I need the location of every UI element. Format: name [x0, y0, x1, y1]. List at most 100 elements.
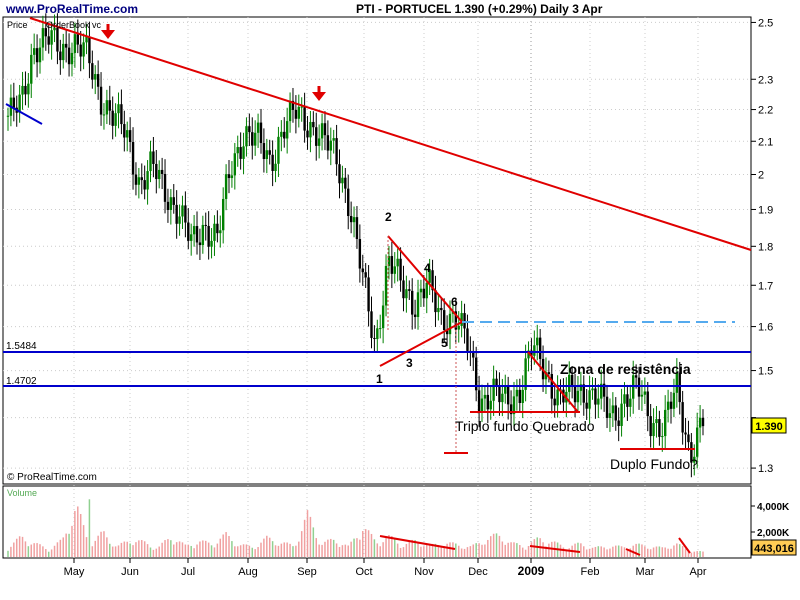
candle-body [634, 375, 638, 378]
candle-body [155, 163, 158, 180]
candle-body [160, 169, 164, 174]
candle-body [216, 223, 219, 234]
candle-body [370, 311, 373, 338]
volume-bars [7, 499, 704, 557]
candle-body [190, 234, 193, 241]
candle-body [538, 337, 542, 359]
candle-body [312, 121, 315, 128]
candle-body [623, 394, 626, 404]
candle-body [309, 121, 312, 138]
candle-body [27, 83, 30, 95]
candle-body [91, 63, 94, 80]
candle-body [602, 383, 606, 397]
candle-body [597, 398, 600, 405]
candle-body [111, 110, 114, 126]
y-tick-label: 2.3 [758, 74, 773, 86]
candle-body [629, 398, 632, 407]
candle-body [463, 313, 466, 329]
candle-body [192, 226, 196, 235]
candle-body [79, 44, 82, 57]
candle-body [184, 205, 187, 223]
last-volume-value: 443,016 [754, 543, 794, 555]
candle-body [600, 383, 603, 399]
candle-body [390, 256, 394, 274]
candle-body [640, 394, 644, 397]
candle-body [207, 225, 210, 247]
candle-body [431, 270, 434, 291]
candle-body [344, 177, 347, 189]
candle-body [24, 85, 27, 95]
candle-body [387, 256, 391, 266]
candle-body [477, 390, 481, 413]
candle-body [588, 390, 591, 409]
site-title[interactable]: www.ProRealTime.com [6, 2, 139, 16]
candle-body [227, 174, 231, 179]
candle-body [672, 392, 676, 409]
candle-body [158, 169, 161, 180]
last-price-value: 1.390 [755, 421, 783, 433]
candle-body [123, 124, 126, 138]
candle-body [213, 223, 216, 241]
candle-body [536, 337, 539, 346]
x-tick-label: Oct [355, 566, 372, 578]
candle-body [99, 86, 103, 115]
candle-body [253, 132, 257, 146]
candle-body [695, 427, 699, 457]
candle-body [285, 121, 289, 139]
candle-body [236, 147, 239, 154]
candle-body [425, 282, 428, 299]
candle-body [64, 43, 68, 48]
candle-body [413, 314, 417, 318]
candle-body [166, 201, 170, 210]
candle-body [152, 151, 155, 164]
candle-body [440, 307, 443, 311]
pattern-point-label: 5 [441, 336, 448, 350]
candle-body [143, 180, 146, 190]
candle-body [210, 240, 213, 247]
candle-body [472, 351, 475, 358]
candle-body [230, 175, 234, 179]
candle-body [457, 325, 460, 330]
candle-body [402, 280, 405, 299]
candle-body [486, 394, 490, 410]
candle-body [137, 177, 141, 185]
candle-body [533, 345, 536, 356]
candle-body [675, 372, 679, 393]
candle-body [35, 48, 39, 63]
y-tick-label: 2.5 [758, 17, 773, 29]
candle-body [579, 384, 583, 391]
pattern-point-label: 2 [385, 210, 392, 224]
candle-body [32, 48, 36, 55]
arrow-down-icon [312, 86, 326, 101]
y-tick-label: 2 [758, 170, 764, 182]
candle-body [320, 123, 324, 139]
candle-body [399, 258, 402, 281]
time-axis: May Jun Jul Aug Sep Oct Nov Dec 2009 Feb Mar Apr [64, 558, 707, 578]
copyright-label: © ProRealTime.com [7, 472, 97, 483]
candle-body [82, 42, 85, 57]
candle-body [506, 386, 510, 405]
candle-body [187, 222, 190, 241]
candle-body [288, 100, 292, 122]
candle-body [364, 272, 367, 278]
triple-bottom-label: Triplo fundo Quebrado [455, 418, 595, 434]
candle-body [480, 398, 484, 413]
candle-body [201, 224, 205, 246]
candle-body [294, 109, 298, 119]
candle-body [94, 74, 97, 80]
candle-body [582, 384, 585, 403]
candle-body [47, 36, 50, 45]
candle-body [317, 138, 321, 146]
level-label: 1.4702 [6, 376, 37, 387]
candle-body [384, 265, 388, 306]
x-tick-label: 2009 [518, 564, 545, 578]
orderbook-label[interactable]: OrderBook vc [46, 20, 102, 30]
candle-body [315, 127, 318, 146]
candle-body [117, 104, 120, 114]
candle-body [175, 204, 178, 224]
candle-body [553, 398, 556, 406]
volume-tick-label: 2,000K [757, 528, 790, 539]
y-tick-label: 2.2 [758, 105, 773, 117]
